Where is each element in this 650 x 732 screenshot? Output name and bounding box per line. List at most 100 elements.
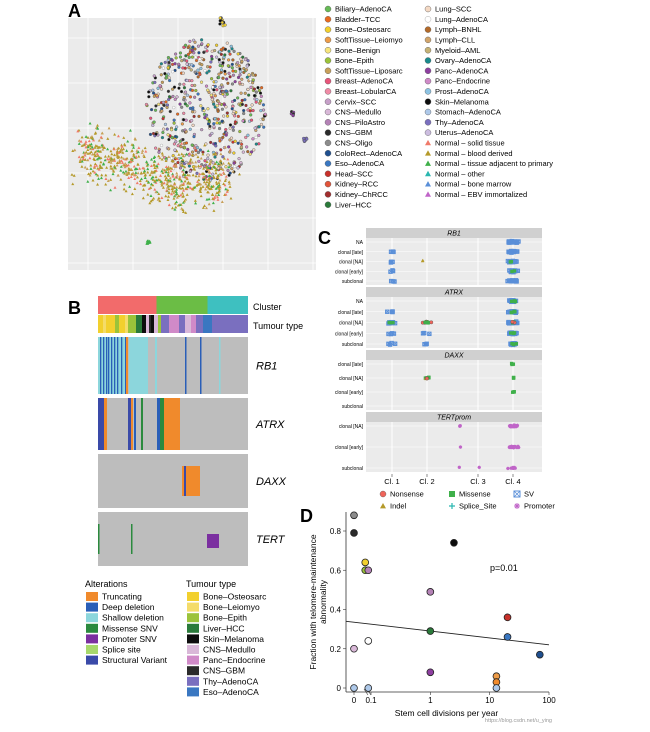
tsne-point: [200, 38, 204, 42]
tsne-point: [120, 144, 124, 148]
tsne-point: [120, 155, 124, 159]
tsne-point: [173, 186, 177, 189]
tsne-point: [157, 196, 161, 200]
tsne-point: [182, 172, 186, 175]
tsne-point: [150, 157, 154, 161]
tsne-point: [202, 50, 206, 54]
tsne-point: [152, 74, 156, 78]
tsne-point: [209, 186, 213, 190]
tsne-point: [153, 187, 157, 191]
alteration-bar: [164, 398, 167, 450]
tsne-point: [221, 155, 225, 159]
tsne-point: [130, 143, 134, 146]
tsne-point: [168, 109, 172, 114]
legend-swatch: [425, 170, 431, 177]
tsne-point: [213, 195, 217, 199]
tsne-point: [97, 150, 101, 153]
tsne-point: [199, 190, 203, 193]
tsne-point: [119, 168, 123, 172]
tsne-point: [98, 163, 102, 167]
legend-label: ColoRect–AdenoCA: [335, 149, 402, 158]
tsne-point: [100, 143, 104, 147]
tumour-type-track-label: Tumour type: [253, 321, 303, 331]
tsne-point: [225, 114, 230, 118]
tsne-point: [216, 184, 220, 188]
tsne-point: [122, 187, 126, 191]
facet-point: [512, 269, 517, 273]
tsne-point: [181, 168, 185, 172]
tsne-point: [186, 147, 190, 151]
legend-swatch: [324, 57, 332, 64]
tsne-point: [180, 142, 184, 145]
tsne-point: [138, 179, 142, 183]
tsne-point: [161, 117, 165, 121]
tsne-point: [217, 193, 221, 197]
alteration-label: Splice site: [102, 645, 141, 655]
legend-label: Biliary–AdenoCA: [335, 5, 392, 14]
tsne-point: [148, 201, 152, 205]
tsne-point: [106, 147, 110, 151]
legend-swatch: [324, 88, 332, 95]
tsne-point: [201, 175, 205, 179]
tsne-point: [206, 166, 210, 170]
tsne-point: [212, 176, 216, 180]
tsne-point: [224, 174, 228, 178]
tsne-point: [156, 198, 160, 201]
tsne-point: [100, 173, 104, 177]
data-point: [350, 529, 358, 537]
tsne-point: [107, 157, 111, 161]
data-point: [364, 566, 373, 575]
tsne-point: [220, 83, 224, 87]
facet-point: [505, 278, 510, 284]
tsne-point: [83, 165, 87, 169]
tsne-point: [192, 114, 196, 119]
tsne-point: [146, 167, 150, 171]
tsne-point: [251, 137, 255, 141]
tsne-point: [174, 52, 178, 56]
tsne-point: [165, 182, 169, 186]
tsne-point: [145, 242, 149, 245]
tsne-point: [161, 185, 165, 189]
tsne-point: [172, 177, 176, 181]
tsne-point: [80, 144, 84, 147]
tsne-point: [193, 95, 197, 99]
tsne-point: [232, 161, 236, 165]
tsne-point: [171, 87, 175, 91]
tsne-point: [191, 123, 195, 127]
tsne-point: [163, 174, 167, 178]
tsne-point: [240, 102, 244, 107]
tsne-point: [197, 159, 201, 163]
tumour-type-label: Skin–Melanoma: [203, 634, 264, 644]
tsne-point: [233, 139, 237, 143]
facet-point: [513, 444, 517, 449]
tsne-point: [214, 43, 219, 47]
tsne-point: [178, 166, 183, 170]
tsne-point: [191, 160, 195, 164]
tsne-point: [148, 132, 153, 137]
tsne-point: [121, 170, 125, 174]
data-point: [426, 627, 435, 635]
facet-point: [513, 423, 517, 428]
tsne-point: [219, 173, 223, 176]
tsne-point: [107, 154, 111, 158]
tsne-point: [165, 188, 169, 192]
tsne-point: [89, 150, 93, 154]
p-value-annotation: p=0.01: [490, 563, 518, 573]
tsne-point: [193, 70, 197, 74]
legend-label: Normal – other: [435, 169, 485, 178]
tumour-type-label: Eso–AdenoCA: [203, 687, 259, 697]
tsne-point: [162, 103, 166, 107]
tsne-point: [149, 182, 153, 186]
tumour-type-bar: [146, 315, 149, 333]
tsne-point: [222, 172, 226, 175]
tsne-point: [179, 186, 183, 190]
tsne-point: [245, 64, 249, 68]
tsne-point: [217, 58, 221, 62]
tsne-point: [196, 180, 200, 183]
alteration-label: Promoter SNV: [102, 634, 157, 644]
tsne-point: [248, 77, 253, 81]
tsne-point: [174, 205, 178, 209]
tsne-point: [212, 122, 216, 126]
tsne-point: [223, 47, 228, 51]
tsne-point: [149, 194, 153, 197]
